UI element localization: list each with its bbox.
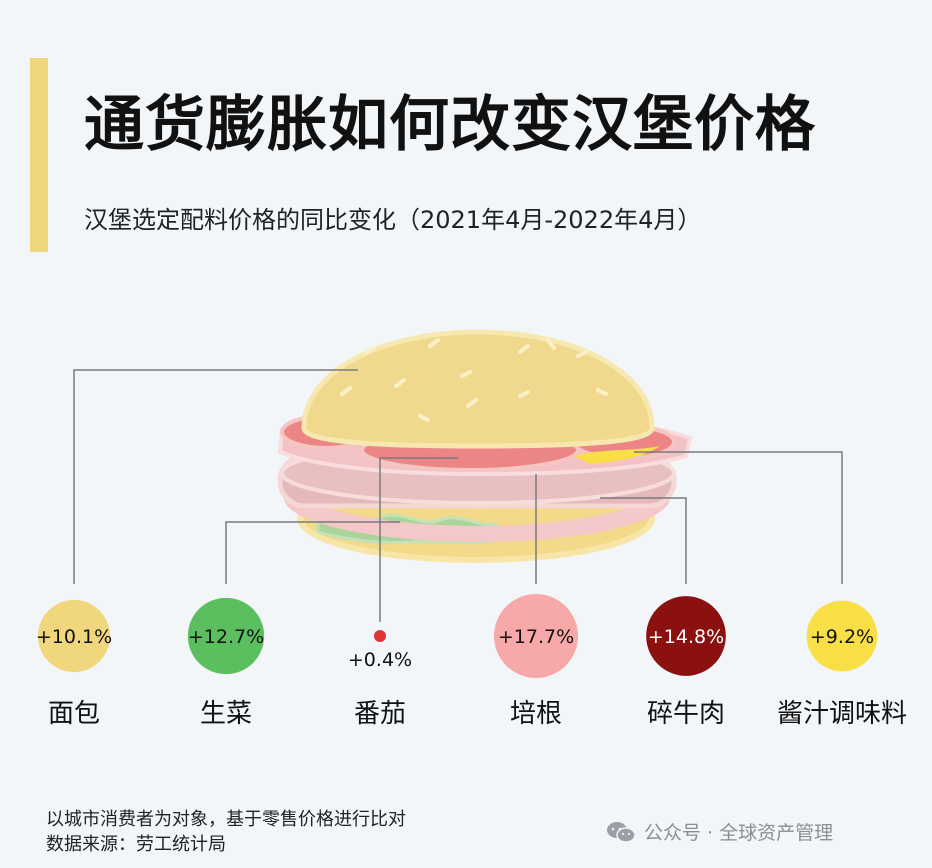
footnote-line-1: 以城市消费者为对象，基于零售价格进行比对 — [46, 809, 406, 830]
footnote-line-2: 数据来源：劳工统计局 — [46, 834, 226, 855]
sesame-seeds — [340, 338, 608, 422]
sauce — [574, 446, 660, 464]
category-label-sauce: 酱汁调味料 — [777, 699, 907, 729]
value-label-bread: +10.1% — [36, 626, 112, 648]
category-label-lettuce: 生菜 — [200, 699, 252, 729]
leader-lines — [73, 369, 843, 622]
watermark: 公众号 · 全球资产管理 — [606, 818, 833, 845]
category-label-tomato: 番茄 — [354, 699, 406, 729]
leader-line-tomato — [379, 457, 458, 622]
leader-line-beef — [600, 497, 687, 584]
value-label-sauce: +9.2% — [810, 626, 874, 648]
page-title: 通货膨胀如何改变汉堡价格 — [84, 90, 816, 160]
category-label-bacon: 培根 — [510, 699, 562, 729]
top-bun — [301, 329, 655, 449]
category-label-beef: 碎牛肉 — [647, 699, 725, 729]
bubble-bread — [37, 599, 111, 673]
leader-line-bread — [73, 369, 358, 584]
bubble-tomato — [374, 630, 386, 642]
burger-illustration — [277, 329, 693, 563]
title-accent-bar — [30, 58, 48, 252]
watermark-text: 公众号 · 全球资产管理 — [644, 822, 834, 844]
footnote: 以城市消费者为对象，基于零售价格进行比对 数据来源：劳工统计局 — [46, 807, 406, 857]
value-label-bacon: +17.7% — [498, 626, 574, 648]
value-label-lettuce: +12.7% — [188, 626, 264, 648]
bubble-lettuce — [187, 597, 265, 675]
value-label-tomato: +0.4% — [348, 649, 412, 671]
bubble-bacon — [494, 594, 578, 678]
wechat-icon — [607, 821, 636, 843]
leader-line-lettuce — [225, 521, 400, 584]
value-label-beef: +14.8% — [648, 626, 724, 648]
bubble-beef — [646, 596, 726, 676]
leader-line-sauce — [634, 451, 843, 584]
bubble-sauce — [806, 600, 878, 672]
bubble-layer: +10.1% 面包 +12.7% 生菜 +0.4% 番茄 +17.7% 培根 +14.8% 碎牛肉… — [36, 594, 907, 729]
page-subtitle: 汉堡选定配料价格的同比变化（2021年4月-2022年4月） — [84, 206, 702, 234]
category-label-bread: 面包 — [48, 699, 100, 729]
